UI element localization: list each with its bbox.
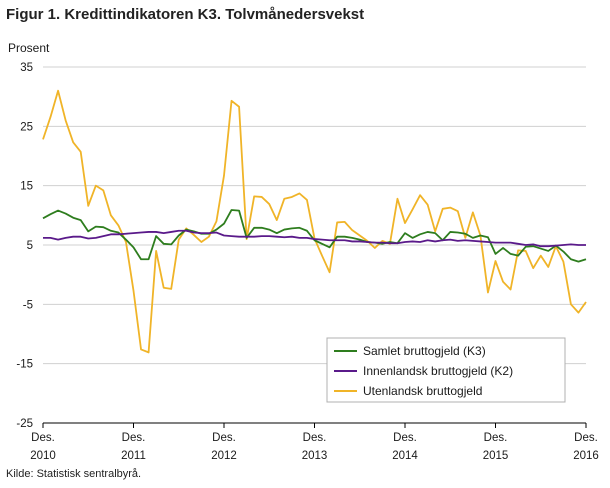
y-tick-label: 35 — [20, 62, 33, 74]
x-tick-labels: Des. 2010 Des. 2011 Des. 2012 Des. 2013 Des. 2014… — [30, 423, 599, 462]
y-axis-label: Prosent — [8, 41, 50, 55]
x-tick-label-month: Des. — [212, 432, 236, 444]
x-tick-label-year: 2013 — [302, 450, 328, 462]
x-tick-label-year: 2012 — [211, 450, 237, 462]
x-tick-label-year: 2014 — [392, 450, 418, 462]
series-lines — [42, 89, 587, 354]
legend: Samlet bruttogjeld (K3) Innenlandsk brutt… — [326, 337, 566, 403]
legend-label: Innenlandsk bruttogjeld (K2) — [363, 364, 513, 378]
x-tick-label-month: Des. — [574, 432, 598, 444]
y-tick-label: -15 — [16, 359, 33, 371]
y-tick-label: 5 — [27, 240, 33, 252]
legend-label: Utenlandsk bruttogjeld — [363, 384, 482, 398]
legend-box — [326, 337, 566, 403]
x-tick-label-year: 2010 — [30, 450, 56, 462]
source-note: Kilde: Statistisk sentralbyrå. — [6, 468, 142, 480]
x-tick-label-year: 2011 — [121, 450, 146, 462]
x-tick-label-year: 2015 — [483, 450, 509, 462]
x-tick-label-month: Des. — [31, 432, 55, 444]
x-tick-label-year: 2016 — [573, 450, 599, 462]
y-tick-label: -25 — [16, 418, 33, 430]
y-tick-labels: 35 25 15 5 -5 -15 -25 — [16, 62, 33, 430]
chart-title: Figur 1. Kredittindikatoren K3. Tolvmåne… — [6, 6, 365, 23]
x-tick-label-month: Des. — [122, 432, 146, 444]
y-tick-label: 25 — [20, 121, 33, 133]
series-line-utl — [42, 89, 587, 354]
y-tick-label: -5 — [23, 299, 33, 311]
x-tick-label-month: Des. — [484, 432, 508, 444]
series-line-k3 — [42, 209, 587, 263]
x-tick-label-month: Des. — [303, 432, 327, 444]
series-line-k2 — [43, 229, 586, 248]
y-tick-label: 15 — [20, 181, 33, 193]
x-tick-label-month: Des. — [393, 432, 417, 444]
legend-label: Samlet bruttogjeld (K3) — [363, 344, 486, 358]
